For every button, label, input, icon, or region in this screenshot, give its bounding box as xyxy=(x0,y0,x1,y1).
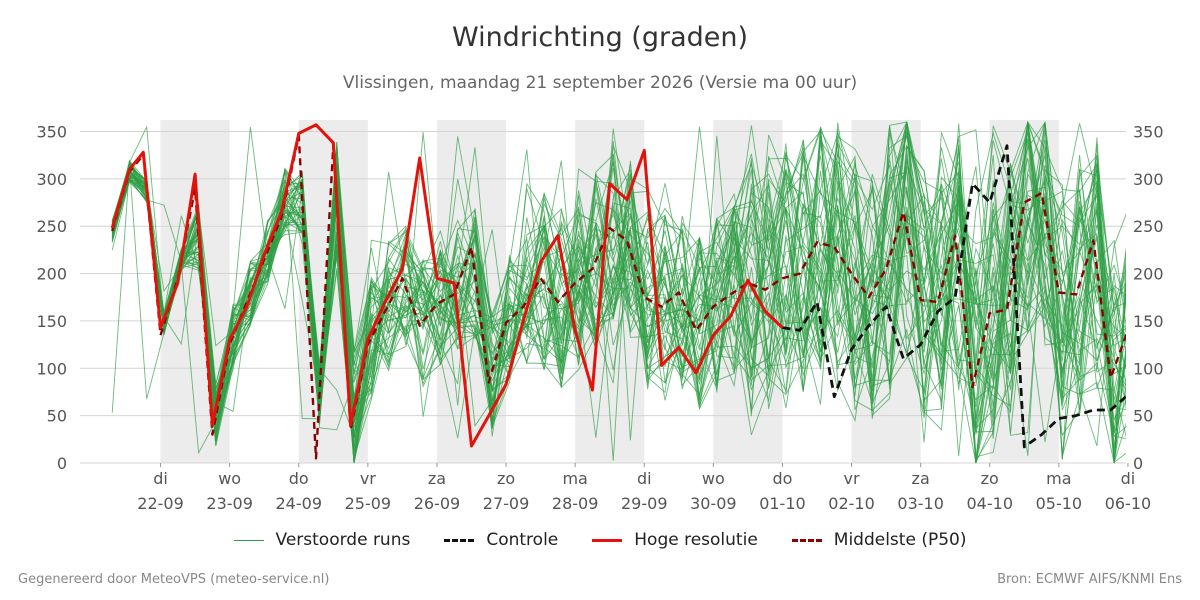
x-tick-date-13: 05-10 xyxy=(1036,494,1083,513)
x-tick-day-10: vr xyxy=(844,469,860,488)
legend-swatch-perturbed xyxy=(233,539,264,541)
x-tick-day-1: wo xyxy=(218,469,241,488)
x-tick-day-5: zo xyxy=(497,469,515,488)
x-tick-day-4: za xyxy=(428,469,446,488)
chart-subtitle: Vlissingen, maandag 21 september 2026 (V… xyxy=(342,73,858,93)
x-tick-date-6: 28-09 xyxy=(552,494,599,513)
perturbed-run-43 xyxy=(111,121,1126,459)
high-res-line xyxy=(110,123,784,448)
y-tick-right-50: 50 xyxy=(1133,407,1153,426)
x-tick-day-6: ma xyxy=(562,469,587,488)
y-tick-left-200: 200 xyxy=(36,265,67,284)
y-tick-right-300: 300 xyxy=(1133,170,1164,189)
perturbed-run-48 xyxy=(111,129,1126,453)
legend-swatch-median xyxy=(791,538,822,542)
y-tick-left-150: 150 xyxy=(36,312,67,331)
chart-title: Windrichting (graden) xyxy=(451,22,749,53)
legend-label-control: Controle xyxy=(486,530,559,550)
perturbed-run-47 xyxy=(111,126,1126,436)
legend-item-control: Controle xyxy=(444,530,558,550)
y-tick-left-0: 0 xyxy=(57,454,67,473)
x-tick-date-9: 01-10 xyxy=(759,494,806,513)
x-tick-day-2: do xyxy=(289,469,309,488)
axis-labels: 0 0 50 50 100 100 150 150 200 200 250 250 300 300 350 3… xyxy=(36,122,1163,513)
x-tick-date-1: 23-09 xyxy=(206,494,253,513)
footer-source: Bron: ECMWF AIFS/KNMI Ens xyxy=(997,572,1182,587)
perturbed-run-44 xyxy=(111,121,1126,464)
y-tick-left-50: 50 xyxy=(47,407,67,426)
y-tick-right-150: 150 xyxy=(1133,312,1164,331)
perturbed-run-16 xyxy=(111,121,1126,453)
perturbed-run-11 xyxy=(111,126,1126,435)
main-series xyxy=(110,123,1126,460)
x-tick-day-14: di xyxy=(1121,469,1136,488)
perturbed-run-23 xyxy=(111,121,1126,438)
legend-swatch-high-res xyxy=(592,538,623,542)
x-tick-date-8: 30-09 xyxy=(690,494,737,513)
perturbed-run-45 xyxy=(111,138,1126,439)
perturbed-run-4 xyxy=(111,121,1126,464)
median-line xyxy=(111,134,1126,460)
x-tick-date-2: 24-09 xyxy=(276,494,323,513)
x-tick-date-11: 03-10 xyxy=(897,494,944,513)
x-tick-date-5: 27-09 xyxy=(483,494,530,513)
y-tick-left-250: 250 xyxy=(36,217,67,236)
y-tick-right-350: 350 xyxy=(1133,122,1164,141)
perturbed-run-37 xyxy=(111,132,1126,464)
perturbed-run-36 xyxy=(111,120,1126,464)
control-line xyxy=(782,144,1126,449)
perturbed-runs xyxy=(111,120,1126,464)
perturbed-run-32 xyxy=(111,160,1126,464)
y-tick-right-100: 100 xyxy=(1133,359,1164,378)
y-tick-left-100: 100 xyxy=(36,359,67,378)
legend: Verstoorde runs Controle Hoge resolutie … xyxy=(0,530,1200,550)
legend-item-high-res: Hoge resolutie xyxy=(592,530,758,550)
y-tick-left-300: 300 xyxy=(36,170,67,189)
x-tick-day-11: za xyxy=(912,469,930,488)
legend-item-perturbed: Verstoorde runs xyxy=(233,530,411,550)
x-tick-date-4: 26-09 xyxy=(414,494,461,513)
x-tick-date-10: 02-10 xyxy=(828,494,875,513)
legend-label-perturbed: Verstoorde runs xyxy=(275,530,411,550)
legend-item-median: Middelste (P50) xyxy=(791,530,967,550)
x-tick-date-0: 22-09 xyxy=(137,494,184,513)
x-tick-day-3: vr xyxy=(360,469,376,488)
legend-swatch-control xyxy=(444,538,475,542)
y-tick-left-350: 350 xyxy=(36,122,67,141)
x-tick-day-13: ma xyxy=(1046,469,1071,488)
perturbed-run-17 xyxy=(111,139,1126,461)
perturbed-run-42 xyxy=(111,120,1126,464)
x-tick-day-7: di xyxy=(637,469,652,488)
legend-label-median: Middelste (P50) xyxy=(833,530,967,550)
footer-generator: Gegenereerd door MeteoVPS (meteo-service… xyxy=(18,572,330,587)
y-tick-right-200: 200 xyxy=(1133,265,1164,284)
y-tick-right-250: 250 xyxy=(1133,217,1164,236)
x-tick-day-0: di xyxy=(153,469,168,488)
perturbed-run-29 xyxy=(111,125,1126,434)
x-tick-date-3: 25-09 xyxy=(345,494,392,513)
x-tick-date-14: 06-10 xyxy=(1105,494,1152,513)
perturbed-run-26 xyxy=(111,153,1126,437)
legend-label-high-res: Hoge resolutie xyxy=(634,530,758,550)
x-tick-date-7: 29-09 xyxy=(621,494,668,513)
x-tick-date-12: 04-10 xyxy=(967,494,1014,513)
x-tick-day-12: zo xyxy=(981,469,999,488)
x-tick-day-9: do xyxy=(772,469,792,488)
x-tick-day-8: wo xyxy=(702,469,725,488)
y-tick-right-0: 0 xyxy=(1133,454,1143,473)
